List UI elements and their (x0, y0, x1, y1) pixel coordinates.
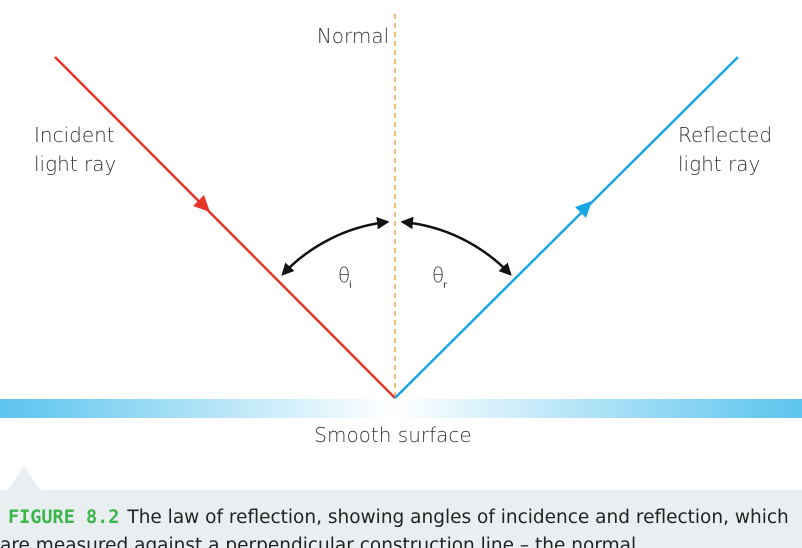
caption-pointer (8, 466, 40, 490)
angle-arc (400, 216, 512, 276)
angle-subscript: r (443, 280, 448, 291)
ray-arrow (575, 201, 592, 218)
incident-ray (54, 56, 396, 399)
caption-text: The law of reflection, showing angles of… (126, 507, 788, 528)
angle-symbol: θ (338, 263, 350, 287)
incident-label: Incident (34, 123, 115, 147)
ray-arrow (193, 195, 210, 212)
figure-label: FIGURE 8.2 (8, 507, 119, 528)
angle-subscript: i (349, 280, 352, 291)
surface (0, 399, 802, 418)
angle-arc (281, 216, 390, 276)
angle-symbol: θ (432, 263, 444, 287)
reflected-label: light ray (678, 152, 760, 176)
caption-line: FIGURE 8.2 The law of reflection, showing… (8, 507, 789, 528)
caption-line: are measured against a perpendicular con… (0, 535, 636, 548)
caption-box (0, 490, 802, 548)
normal-label: Normal (317, 24, 389, 48)
reflected-label: Reflected (678, 123, 772, 147)
surface-label: Smooth surface (314, 423, 471, 447)
reflected-ray (394, 56, 739, 399)
incident-label: light ray (34, 152, 116, 176)
